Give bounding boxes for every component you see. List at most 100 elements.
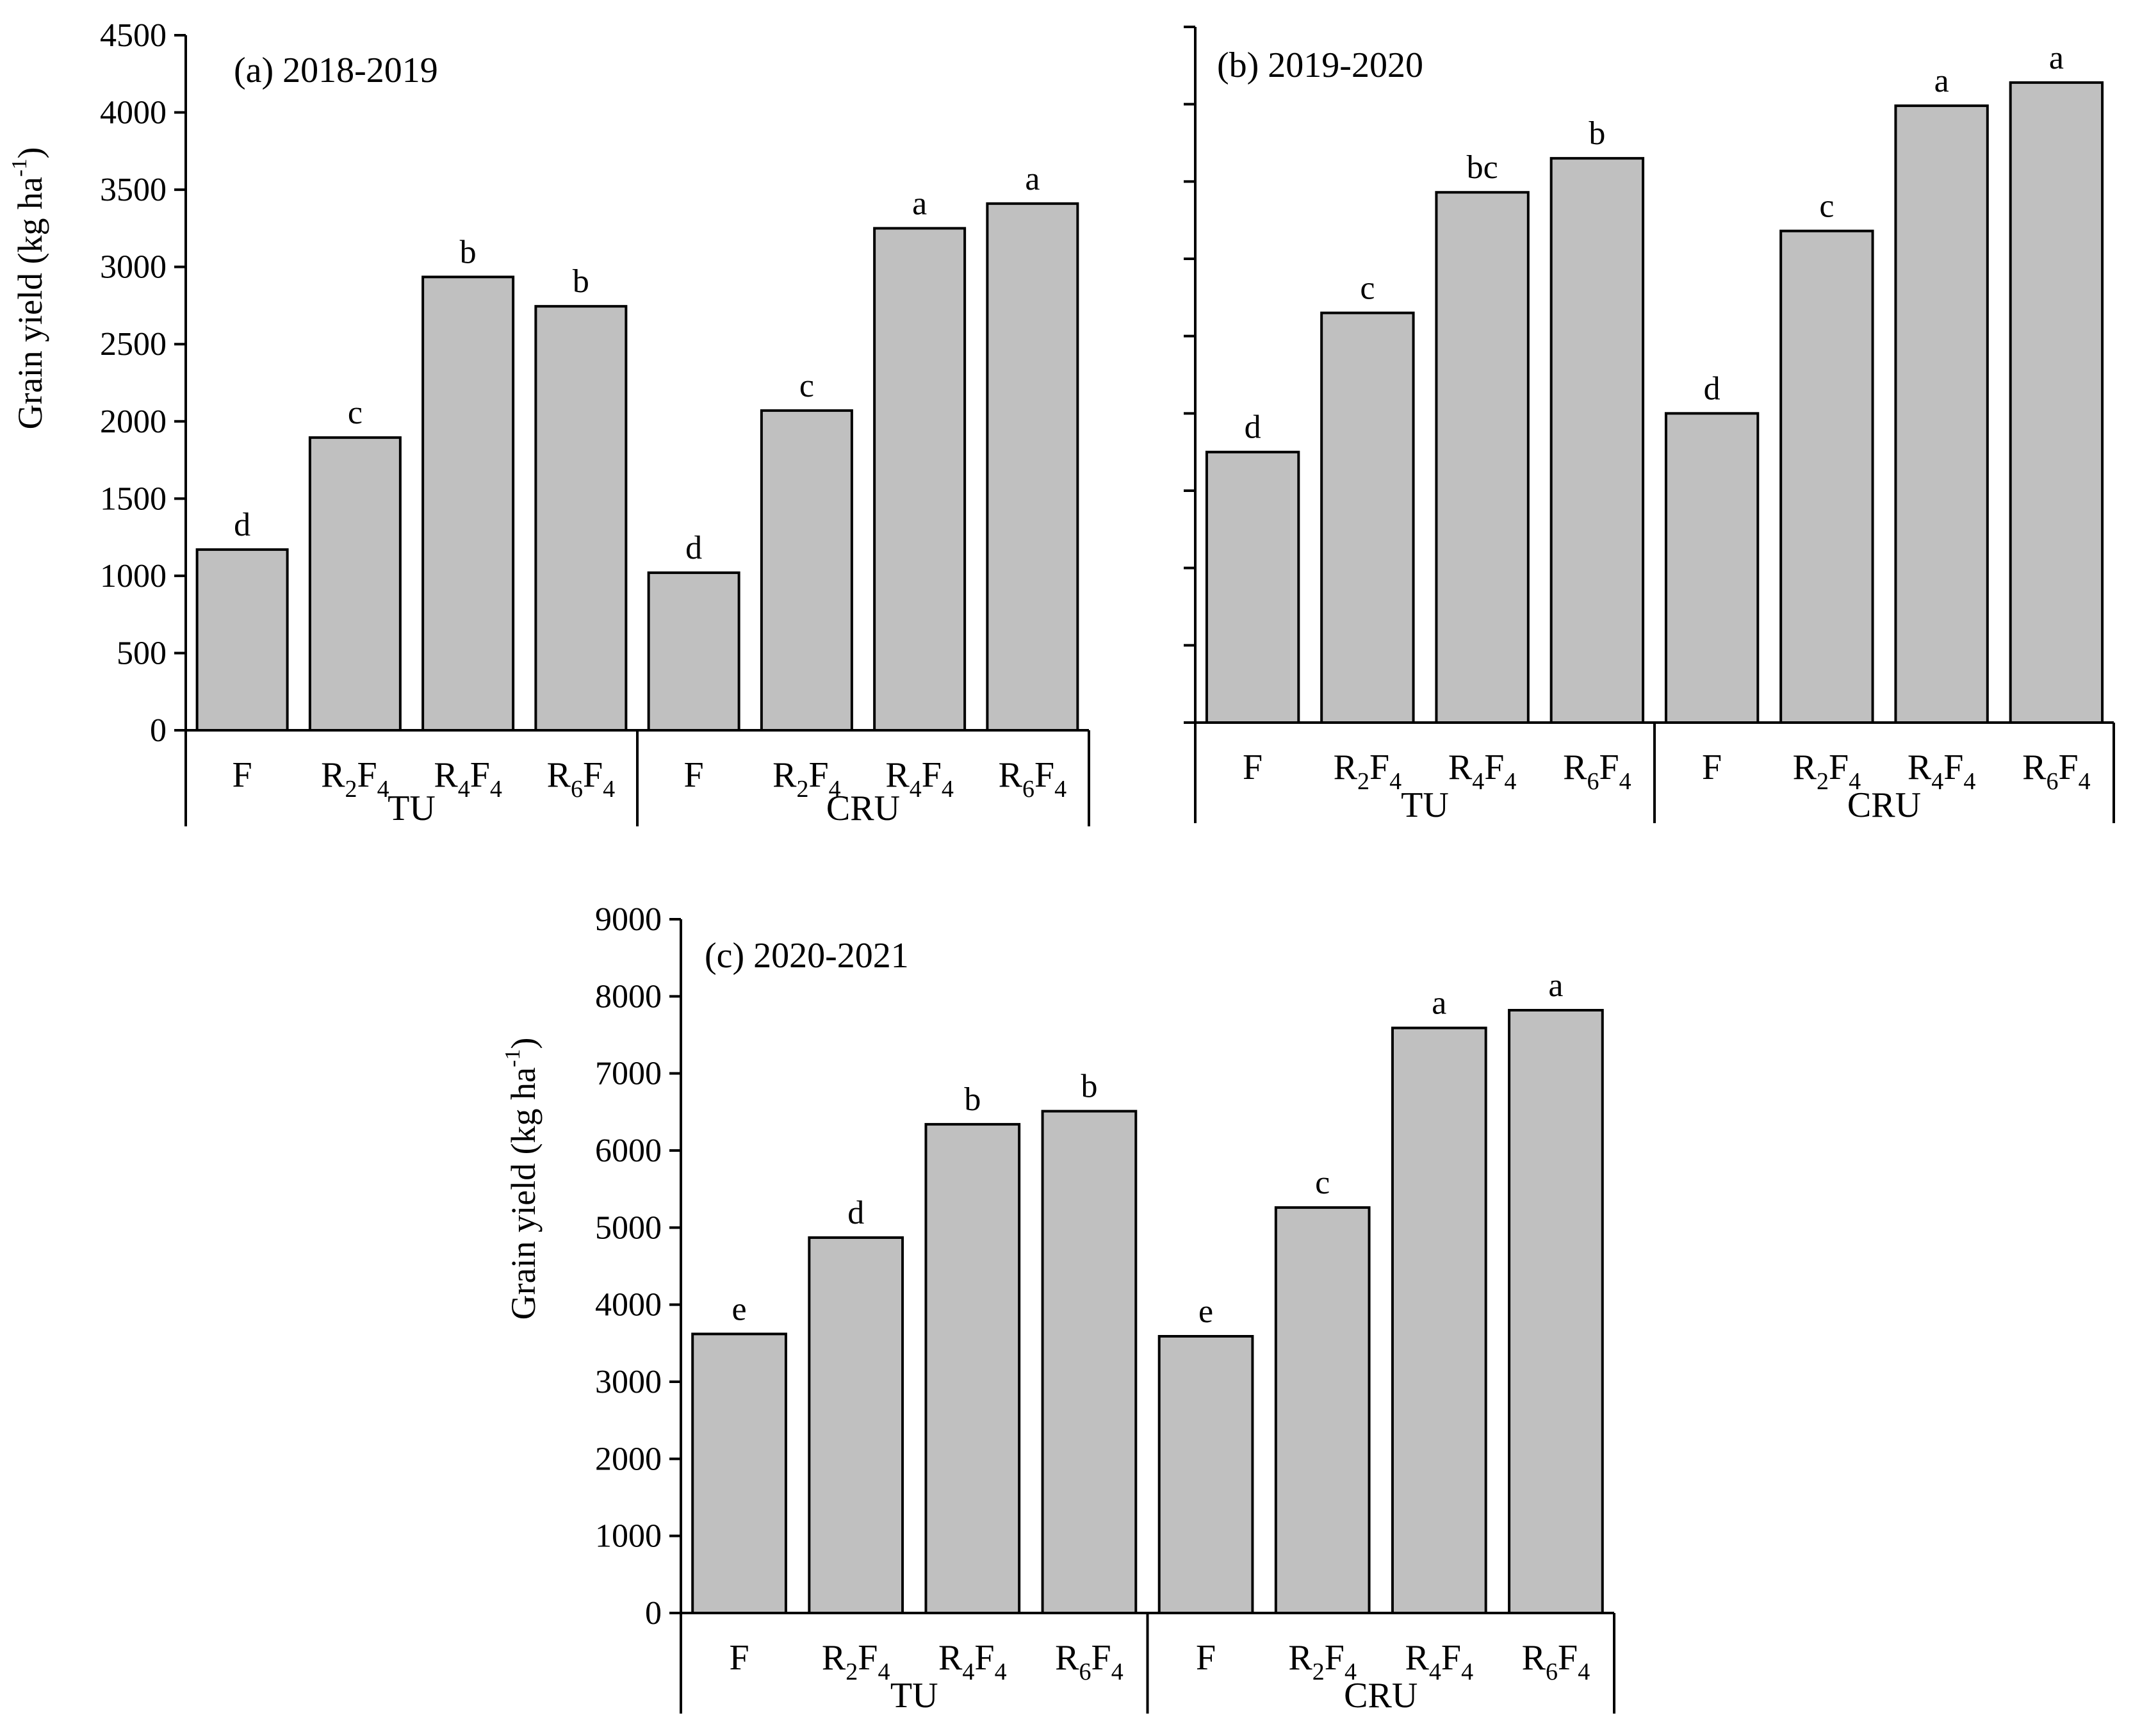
bar-cru-r2f4 bbox=[1779, 229, 1874, 724]
x-tick-label: R2F4 bbox=[321, 755, 389, 803]
bar-cru-r6f4 bbox=[1508, 1008, 1604, 1614]
bar-cru-f bbox=[647, 571, 740, 732]
significance-letter: a bbox=[1432, 985, 1446, 1022]
significance-letter: b bbox=[1589, 115, 1605, 152]
bar-cru-r4f4 bbox=[873, 227, 967, 732]
panel-label: (b) 2019-2020 bbox=[1217, 45, 1423, 85]
bar-cru-r6f4 bbox=[986, 202, 1079, 732]
bar-cru-r4f4 bbox=[1894, 104, 1989, 724]
significance-letter: a bbox=[2049, 40, 2064, 76]
significance-letter: c bbox=[1360, 270, 1375, 306]
bar-tu-r2f4 bbox=[308, 436, 402, 732]
bar-tu-f bbox=[1205, 450, 1300, 725]
significance-letter: c bbox=[348, 395, 363, 431]
x-tick-label: R4F4 bbox=[1908, 748, 1976, 795]
bar-tu-f bbox=[195, 548, 289, 732]
significance-letter: a bbox=[912, 185, 927, 222]
significance-letter: b bbox=[573, 263, 589, 300]
significance-letter: d bbox=[847, 1195, 864, 1231]
y-tick-label: 1000 bbox=[595, 1518, 662, 1555]
y-tick-label: 9000 bbox=[595, 901, 662, 938]
bar-tu-r4f4 bbox=[924, 1123, 1021, 1614]
x-tick-label: R4F4 bbox=[938, 1638, 1007, 1685]
bar-cru-f bbox=[1664, 412, 1760, 724]
bar-tu-r6f4 bbox=[1549, 157, 1645, 724]
y-axis-label: Grain yield (kg ha-1) bbox=[8, 147, 49, 430]
y-tick-label: 0 bbox=[150, 712, 167, 749]
x-tick-label: R2F4 bbox=[1334, 748, 1402, 795]
x-tick-label: R2F4 bbox=[822, 1638, 890, 1685]
y-tick-label: 4000 bbox=[100, 95, 167, 131]
x-tick-label: F bbox=[1196, 1638, 1216, 1678]
x-tick-label: R6F4 bbox=[999, 755, 1067, 803]
y-tick-label: 3000 bbox=[100, 249, 167, 286]
y-tick-label: 500 bbox=[117, 635, 167, 671]
x-tick-label: R4F4 bbox=[885, 755, 954, 803]
bar-cru-r4f4 bbox=[1391, 1026, 1487, 1615]
x-tick-label: F bbox=[1243, 748, 1263, 787]
y-tick-label: 2500 bbox=[100, 326, 167, 363]
bar-tu-r2f4 bbox=[1320, 311, 1415, 724]
chart-panel-a: 0 500 1000 1500 2000 2500 3000 3500 4000 4500 Grai… bbox=[8, 17, 1090, 828]
significance-letter: a bbox=[1025, 161, 1040, 197]
significance-letter: c bbox=[1315, 1165, 1330, 1201]
group-label: TU bbox=[388, 789, 436, 828]
group-label: CRU bbox=[826, 789, 900, 828]
x-tick-label: R2F4 bbox=[1793, 748, 1861, 795]
significance-letter: c bbox=[1819, 188, 1834, 225]
x-tick-label: R6F4 bbox=[547, 755, 616, 803]
x-tick-label: F bbox=[684, 755, 704, 795]
chart-panel-b: (b) 2019-2020 d Fc R2F4 bc R4F4 b R6F4 TU d Fc R2F4… bbox=[1184, 26, 2115, 825]
significance-letter: b bbox=[460, 234, 477, 270]
x-tick-label: R2F4 bbox=[772, 755, 841, 803]
bar-tu-r4f4 bbox=[1435, 191, 1530, 724]
x-tick-label: R2F4 bbox=[1288, 1638, 1357, 1685]
bar-cru-r2f4 bbox=[760, 409, 853, 732]
y-tick-label: 0 bbox=[645, 1595, 662, 1632]
significance-letter: a bbox=[1548, 967, 1563, 1004]
y-tick-label: 5000 bbox=[595, 1209, 662, 1246]
y-tick-label: 4000 bbox=[595, 1287, 662, 1323]
group-label: CRU bbox=[1344, 1676, 1418, 1716]
y-tick-label: 3000 bbox=[595, 1364, 662, 1400]
group-label: TU bbox=[890, 1676, 938, 1716]
x-tick-label: R6F4 bbox=[1563, 748, 1631, 795]
chart-panel-c: 0 1000 2000 3000 4000 5000 6000 7000 8000 9000 Gra… bbox=[501, 901, 1615, 1716]
significance-letter: d bbox=[1245, 409, 1261, 446]
y-tick-label: 3500 bbox=[100, 172, 167, 208]
y-axis-label: Grain yield (kg ha-1) bbox=[501, 1038, 543, 1320]
significance-letter: d bbox=[234, 507, 250, 543]
bar-cru-r6f4 bbox=[2009, 81, 2104, 724]
y-tick-label: 2000 bbox=[100, 404, 167, 440]
group-label: TU bbox=[1401, 785, 1449, 825]
y-tick-label: 1500 bbox=[100, 480, 167, 517]
y-tick-label: 8000 bbox=[595, 978, 662, 1015]
y-tick-label: 4500 bbox=[100, 17, 167, 54]
significance-letter: a bbox=[1934, 63, 1949, 99]
y-tick-label: 2000 bbox=[595, 1441, 662, 1477]
significance-letter: b bbox=[964, 1081, 981, 1118]
x-tick-label: R4F4 bbox=[1405, 1638, 1474, 1685]
significance-letter: bc bbox=[1467, 149, 1498, 186]
significance-letter: d bbox=[685, 530, 702, 566]
y-tick-label: 6000 bbox=[595, 1133, 662, 1169]
x-tick-label: F bbox=[1702, 748, 1722, 787]
significance-letter: e bbox=[1198, 1293, 1213, 1330]
panel-label: (a) 2018-2019 bbox=[234, 51, 438, 90]
bar-tu-r4f4 bbox=[421, 275, 515, 732]
significance-letter: e bbox=[732, 1291, 747, 1327]
x-tick-label: R4F4 bbox=[1448, 748, 1517, 795]
bar-tu-f bbox=[691, 1332, 787, 1614]
x-tick-label: F bbox=[729, 1638, 749, 1678]
x-tick-label: R4F4 bbox=[434, 755, 502, 803]
x-tick-label: R6F4 bbox=[1055, 1638, 1124, 1685]
bar-tu-r6f4 bbox=[1041, 1110, 1138, 1614]
bar-cru-r2f4 bbox=[1274, 1206, 1371, 1614]
x-tick-label: R6F4 bbox=[1522, 1638, 1590, 1685]
significance-letter: c bbox=[799, 368, 814, 404]
bar-cru-f bbox=[1157, 1335, 1254, 1615]
y-tick-label: 1000 bbox=[100, 558, 167, 594]
x-tick-label: R6F4 bbox=[2022, 748, 2091, 795]
panel-label: (c) 2020-2021 bbox=[705, 936, 909, 976]
